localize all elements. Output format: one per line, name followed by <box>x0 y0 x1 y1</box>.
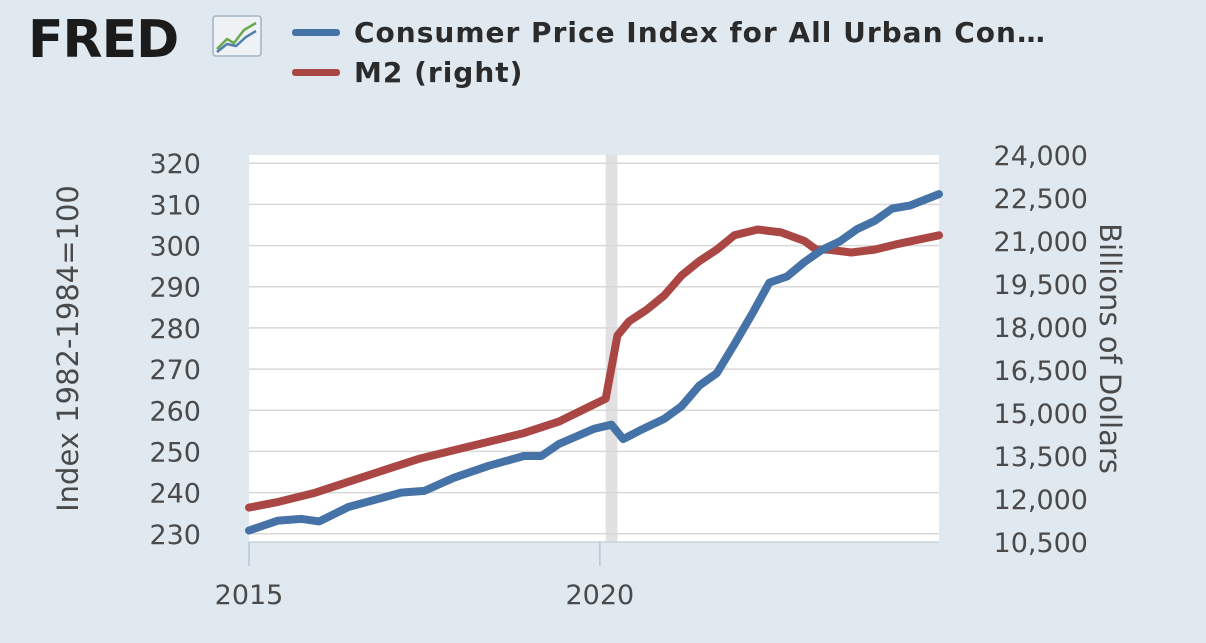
x-tick-label: 2015 <box>215 580 284 611</box>
y-left-tick-label: 280 <box>149 314 201 345</box>
y-left-tick-label: 290 <box>149 273 201 304</box>
legend-label-cpi: Consumer Price Index for All Urban Con… <box>354 15 1046 49</box>
line-chart-icon <box>212 15 262 57</box>
y-left-tick-label: 230 <box>149 520 201 551</box>
fred-logo: FRED <box>28 10 179 70</box>
y-right-tick-label: 10,500 <box>994 528 1088 559</box>
y-right-tick-label: 16,500 <box>994 356 1088 387</box>
y-right-axis-title: Billions of Dollars <box>1093 223 1127 474</box>
y-right-tick-label: 18,000 <box>994 313 1088 344</box>
y-left-tick-label: 250 <box>149 437 201 468</box>
y-left-tick-label: 270 <box>149 355 201 386</box>
y-right-tick-label: 15,000 <box>994 399 1088 430</box>
y-left-tick-label: 310 <box>149 190 201 221</box>
chart-legend: Consumer Price Index for All Urban Con… … <box>292 12 1046 92</box>
legend-label-m2: M2 (right) <box>354 55 524 89</box>
legend-swatch-cpi <box>292 28 340 36</box>
cpi-series-line <box>245 190 943 535</box>
y-right-tick-label: 21,000 <box>994 227 1088 258</box>
y-right-tick-label: 12,000 <box>994 485 1088 516</box>
y-right-tick-label: 19,500 <box>994 270 1088 301</box>
legend-item-m2[interactable]: M2 (right) <box>292 52 1046 92</box>
y-left-axis-title: Index 1982-1984=100 <box>51 185 85 512</box>
y-left-tick-label: 300 <box>149 232 201 263</box>
y-right-tick-label: 13,500 <box>994 442 1088 473</box>
y-left-tick-label: 320 <box>149 149 201 180</box>
y-left-tick-label: 260 <box>149 396 201 427</box>
y-left-tick-label: 240 <box>149 479 201 510</box>
legend-item-cpi[interactable]: Consumer Price Index for All Urban Con… <box>292 12 1046 52</box>
y-right-tick-label: 22,500 <box>994 184 1088 215</box>
legend-swatch-m2 <box>292 68 340 76</box>
y-right-tick-label: 24,000 <box>994 141 1088 172</box>
x-tick-label: 2020 <box>565 580 634 611</box>
